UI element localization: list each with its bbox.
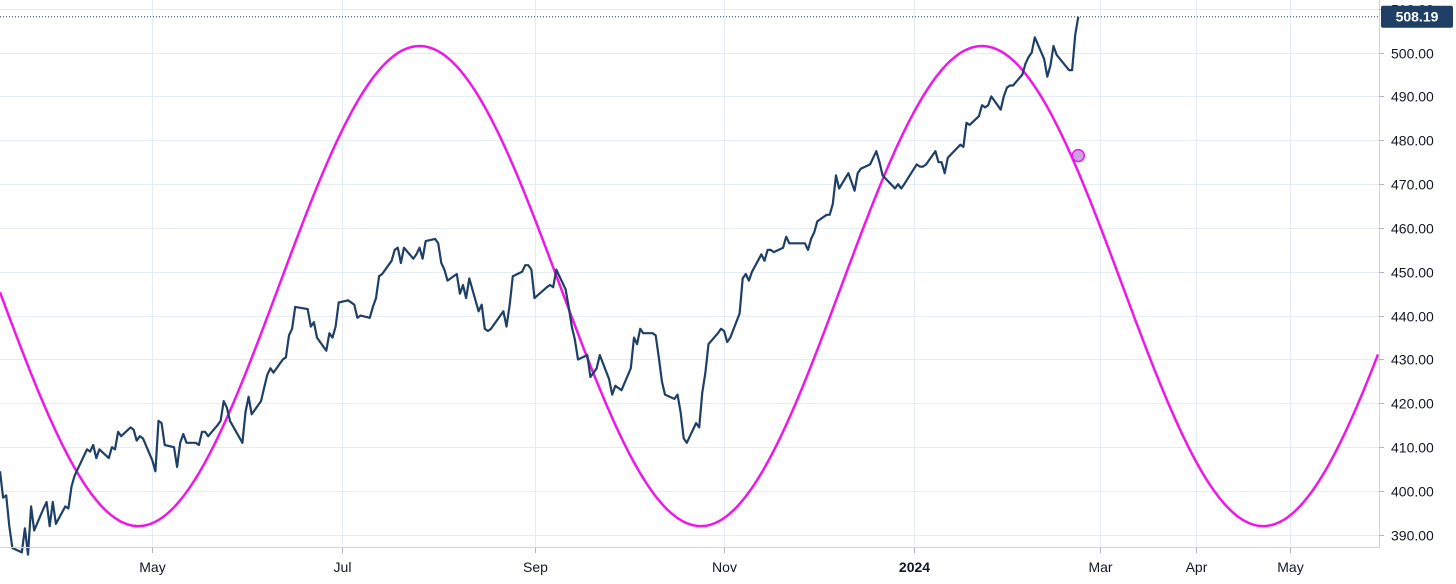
y-tick-label: 470.00 [1391, 177, 1434, 193]
x-tick-label: May [1277, 559, 1303, 575]
plot-area [0, 16, 1380, 556]
last-price-label: 508.19 [1396, 9, 1439, 25]
y-tick-label: 440.00 [1391, 309, 1434, 325]
cycle-current-marker[interactable] [1071, 148, 1086, 163]
y-tick-label: 410.00 [1391, 440, 1434, 456]
y-tick-label: 430.00 [1391, 352, 1434, 368]
last-price-badge: 508.19 [1381, 5, 1453, 28]
y-tick-label: 420.00 [1391, 396, 1434, 412]
x-tick-label: Apr [1186, 559, 1208, 575]
y-tick-label: 450.00 [1391, 265, 1434, 281]
x-axis[interactable]: May Jul Sep Nov 2024 Mar Apr May [139, 548, 1304, 575]
last-price-badge-background [1381, 5, 1453, 28]
y-tick-label: 400.00 [1391, 484, 1434, 500]
y-axis[interactable]: 390.00 400.00 410.00 420.00 430.00 440.00 450.… [1379, 2, 1434, 544]
price-series-line [0, 16, 1080, 556]
cycle-series-line [0, 44, 1380, 528]
y-tick-label: 500.00 [1391, 46, 1434, 62]
y-tick-label: 490.00 [1391, 89, 1434, 105]
x-tick-label: 2024 [899, 559, 930, 575]
x-tick-label: Nov [712, 559, 737, 575]
x-tick-label: Jul [334, 559, 352, 575]
y-tick-label: 480.00 [1391, 133, 1434, 149]
grid [0, 0, 1379, 548]
x-tick-label: Mar [1088, 559, 1112, 575]
x-tick-label: Sep [523, 559, 548, 575]
y-tick-label: 390.00 [1391, 528, 1434, 544]
y-tick-label: 460.00 [1391, 221, 1434, 237]
x-tick-label: May [139, 559, 165, 575]
